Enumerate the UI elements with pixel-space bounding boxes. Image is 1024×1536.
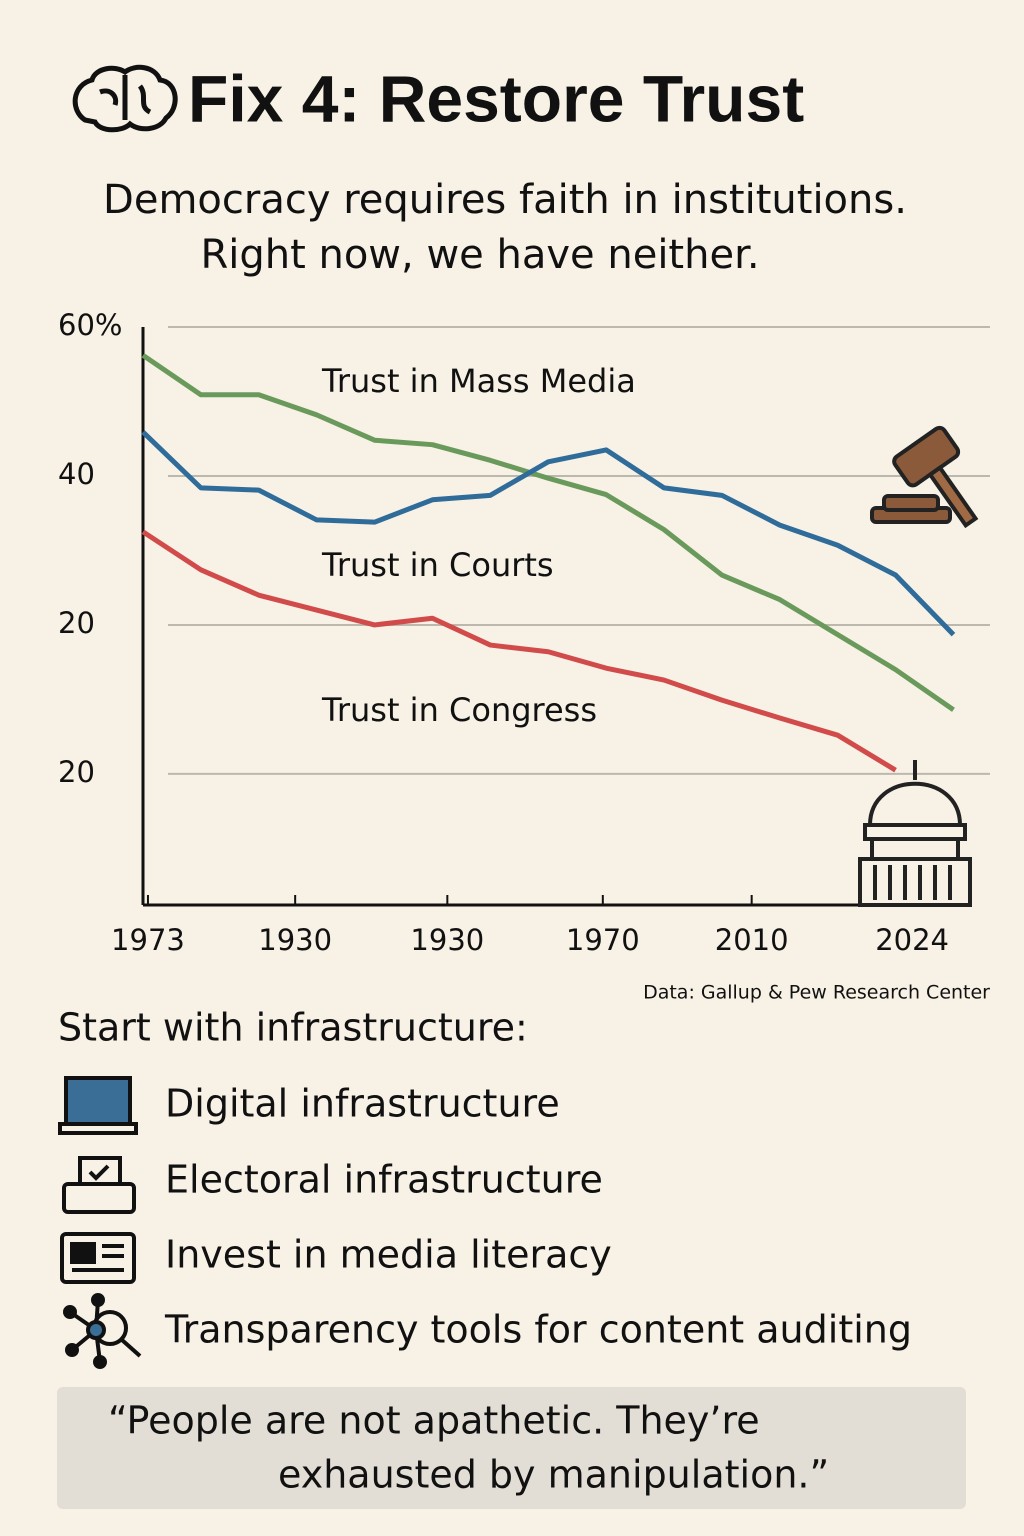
x-tick-label: 1930	[258, 923, 332, 957]
quote-box	[57, 1387, 966, 1509]
y-tick-label: 60%	[58, 308, 122, 342]
y-tick-label: 20	[58, 606, 95, 640]
list-item: Transparency tools for content auditing	[164, 1308, 912, 1352]
subtitle-line: Democracy requires faith in institutions…	[103, 177, 907, 223]
quote-line: “People are not apathetic. They’re	[108, 1399, 760, 1443]
brain-icon	[72, 64, 178, 133]
y-tick-label: 40	[58, 457, 95, 491]
list-item: Invest in media literacy	[165, 1233, 612, 1277]
series-line	[141, 353, 955, 712]
capitol-icon	[858, 760, 972, 907]
title: Fix 4: Restore Trust	[188, 61, 804, 135]
list-item: Digital infrastructure	[165, 1082, 560, 1126]
series-label: Trust in Courts	[321, 546, 554, 584]
ballot-icon	[62, 1156, 136, 1214]
subtitle-line: Right now, we have neither.	[200, 232, 759, 278]
x-tick-label: 1973	[111, 923, 185, 957]
x-tick-label: 2010	[715, 923, 789, 957]
y-tick-label: 20	[58, 755, 95, 789]
chart: 60% 40 20 20 1973 1930 1930 1970 2010 2024 Trust i…	[58, 308, 990, 1004]
x-tick-label: 1970	[566, 923, 640, 957]
quote-line: exhausted by manipulation.”	[278, 1453, 829, 1497]
series-label: Trust in Congress	[321, 691, 597, 729]
source-note: Data: Gallup & Pew Research Center	[643, 982, 990, 1004]
series-line	[141, 430, 956, 637]
gavel-icon	[870, 425, 979, 529]
network-search-icon	[63, 1293, 142, 1369]
list-item: Electoral infrastructure	[165, 1158, 603, 1202]
series-line	[141, 529, 897, 773]
newspaper-icon	[60, 1232, 136, 1284]
x-tick-label: 2024	[875, 923, 949, 957]
x-tick-label: 1930	[410, 923, 484, 957]
list-heading: Start with infrastructure:	[58, 1006, 528, 1050]
laptop-icon	[58, 1076, 138, 1135]
series-label: Trust in Mass Media	[321, 362, 636, 400]
